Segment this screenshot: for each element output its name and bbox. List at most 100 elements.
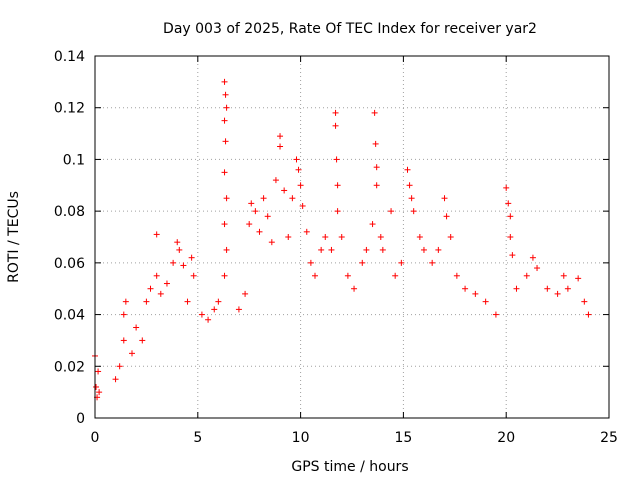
data-point [311,272,318,279]
data-point [303,228,310,235]
data-point [289,195,296,202]
plot-frame [94,55,610,419]
x-axis-label: GPS time / hours [291,459,408,475]
data-point [122,298,129,305]
data-point [509,252,516,259]
data-point [223,195,230,202]
data-point [184,298,191,305]
data-point [429,259,436,266]
data-point [112,376,119,383]
data-point [410,208,417,215]
data-point [180,262,187,269]
data-point [544,285,551,292]
data-point [534,265,541,272]
data-point [170,259,177,266]
data-point [153,231,160,238]
data-point [379,246,386,253]
data-point [392,272,399,279]
data-point [344,272,351,279]
data-point [120,337,127,344]
data-points [92,78,592,401]
data-point [404,166,411,173]
data-point [211,306,218,313]
data-point [408,195,415,202]
data-point [129,350,136,357]
data-point [482,298,489,305]
data-point [277,133,284,140]
data-point [221,221,228,228]
data-point [363,246,370,253]
data-point [190,272,197,279]
data-point [277,143,284,150]
data-point [332,122,339,129]
data-point [153,272,160,279]
data-point [246,221,253,228]
data-point [272,177,279,184]
data-point [328,246,335,253]
data-point [198,311,205,318]
data-point [285,234,292,240]
data-point [133,324,140,331]
data-point [318,246,325,253]
data-point [505,200,512,207]
data-point [338,234,345,240]
data-point [222,91,229,98]
data-point [369,221,376,228]
data-point [248,200,255,207]
data-point [176,246,183,253]
grid-lines [95,56,609,418]
data-point [281,187,288,194]
data-point [503,184,510,191]
data-point [334,182,341,189]
x-tick-label: 0 [91,430,100,446]
axis-ticks: 0 5 10 15 20 25 0 0.02 0.04 0.06 0.08 0.1 0.12 0.14 [54,49,618,446]
data-point [513,285,520,292]
data-point [462,285,469,292]
data-point [295,166,302,173]
data-point [581,298,588,305]
x-tick-label: 15 [394,430,412,446]
data-point [334,208,341,215]
data-point [554,290,561,297]
data-point [332,109,339,116]
y-tick-label: 0.08 [54,204,85,220]
data-point [322,234,329,240]
data-point [188,254,195,261]
y-tick-label: 0.14 [54,49,85,65]
y-tick-label: 0.1 [63,152,85,168]
data-point [297,182,304,189]
data-point [120,311,127,318]
data-point [373,164,380,171]
data-point [222,138,229,145]
data-point [116,363,123,370]
data-point [205,316,212,323]
x-tick-label: 20 [497,430,515,446]
data-point [293,156,300,163]
data-point [333,156,340,163]
data-point [235,306,242,313]
data-point [264,213,271,220]
data-point [564,285,571,292]
data-point [416,234,423,240]
y-tick-label: 0.04 [54,308,85,324]
data-point [252,208,259,215]
data-point [371,109,378,116]
data-point [388,208,395,215]
data-point [221,78,228,85]
data-point [443,213,450,220]
y-tick-label: 0.06 [54,256,85,272]
data-point [373,182,380,189]
x-tick-label: 10 [292,430,310,446]
data-point [472,290,479,297]
data-point [377,234,384,240]
data-point [96,389,103,396]
data-point [441,195,448,202]
data-point [447,234,454,240]
data-point [420,246,427,253]
data-point [221,117,228,124]
data-point [221,272,228,279]
y-axis-label: ROTI / TECUs [6,191,22,283]
data-point [523,272,530,279]
data-point [492,311,499,318]
